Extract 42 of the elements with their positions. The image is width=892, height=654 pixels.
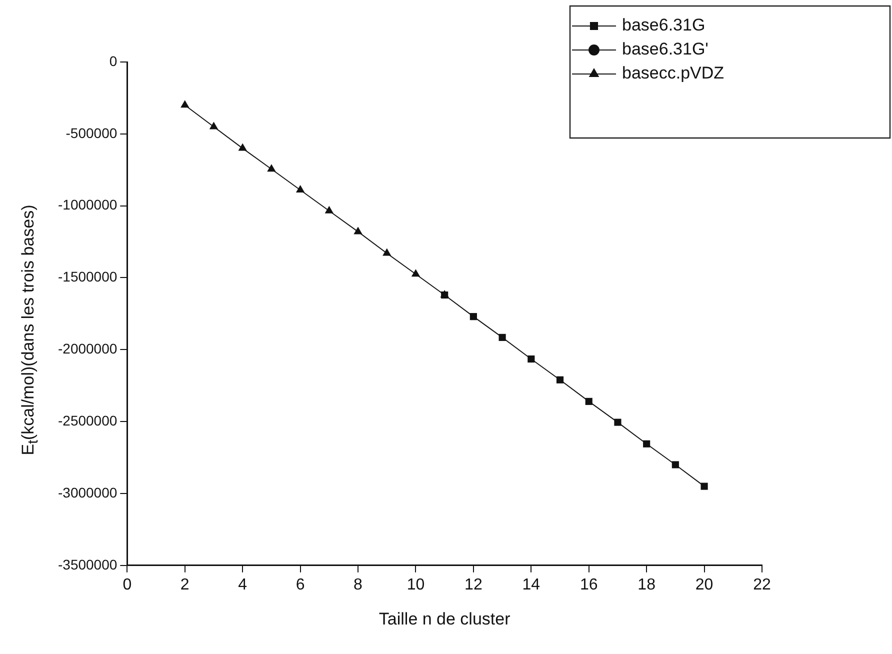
point <box>267 164 276 172</box>
point <box>296 185 305 193</box>
point <box>324 206 334 214</box>
x-tick-label: 20 <box>695 576 714 594</box>
x-tick-label: 16 <box>580 576 598 594</box>
point <box>498 334 506 341</box>
point <box>614 418 622 426</box>
x-tick-label: 18 <box>638 576 656 594</box>
x-tick-label: 8 <box>354 576 363 594</box>
point <box>556 376 564 384</box>
point <box>700 482 708 490</box>
x-tick-label: 12 <box>464 576 482 594</box>
y-tick-label: -3000000 <box>58 484 118 500</box>
y-tick-label: -1500000 <box>58 268 118 285</box>
x-tick-label: 0 <box>122 576 132 594</box>
x-tick-label: 6 <box>296 576 305 594</box>
point <box>180 100 190 108</box>
x-tick-label: 10 <box>406 576 425 594</box>
legend-label: basecc.pVDZ <box>622 64 724 83</box>
y-tick-label: -500000 <box>66 124 118 141</box>
y-tick-label: -2500000 <box>58 412 118 428</box>
legend-label: base6.31G' <box>622 40 708 59</box>
point <box>411 269 420 277</box>
y-tick-label: 0 <box>109 52 118 69</box>
point <box>382 248 392 256</box>
point <box>528 355 535 363</box>
point <box>209 122 218 130</box>
point <box>354 226 362 234</box>
point <box>643 440 650 448</box>
x-tick-label: 2 <box>180 576 190 594</box>
point <box>238 143 247 151</box>
point <box>470 313 477 320</box>
legend-label: base6.31G <box>622 16 706 35</box>
y-tick-label: -2000000 <box>58 340 118 357</box>
point <box>585 398 592 405</box>
y-tick-label: -1000000 <box>58 196 118 213</box>
x-axis-title: Taille n de cluster <box>378 609 511 628</box>
x-tick-label: 4 <box>238 576 248 594</box>
y-tick-label: -3500000 <box>58 556 118 572</box>
x-tick-label: 14 <box>522 576 540 594</box>
point <box>672 461 679 468</box>
x-tick-label: 22 <box>753 576 771 594</box>
